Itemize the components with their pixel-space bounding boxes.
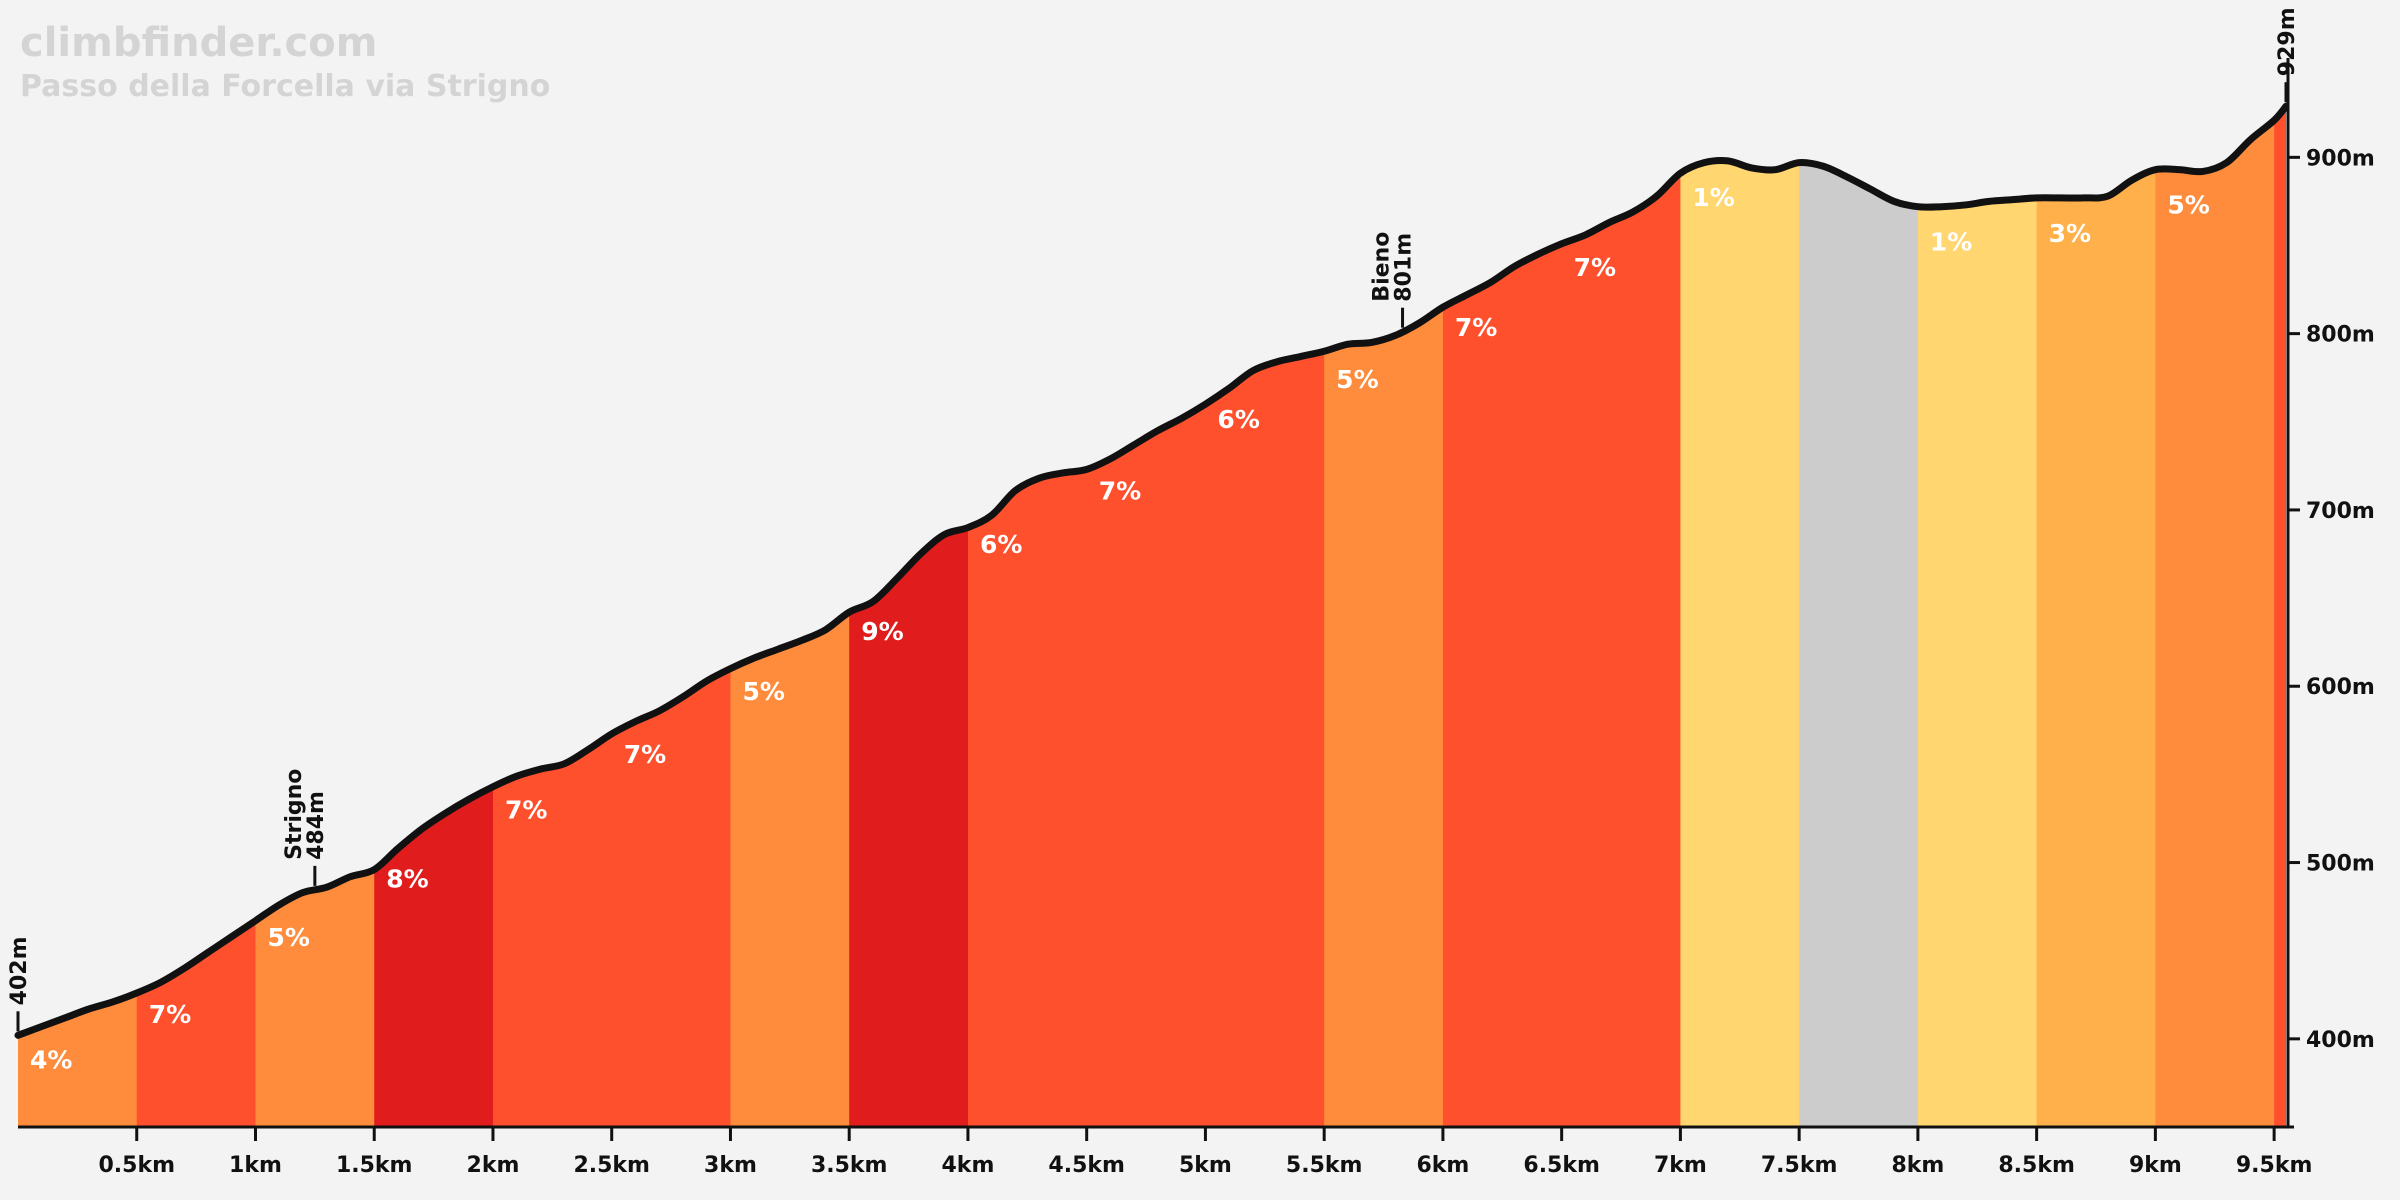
- grade-label: 8%: [386, 865, 428, 894]
- y-tick-label: 700m: [2306, 499, 2375, 524]
- grade-segment: [1205, 106, 1325, 1127]
- y-tick-label: 500m: [2306, 852, 2375, 877]
- x-tick-label: 8.5km: [1998, 1153, 2075, 1178]
- climb-title: Passo della Forcella via Strigno: [20, 69, 550, 104]
- x-tick-label: 3.5km: [811, 1153, 888, 1178]
- grade-label: 5%: [267, 923, 309, 952]
- grade-segment: [136, 106, 257, 1127]
- grade-segment: [730, 106, 850, 1127]
- x-tick-label: 4.5km: [1048, 1153, 1125, 1178]
- grade-segments: [18, 106, 2286, 1127]
- grade-label: 6%: [980, 530, 1022, 559]
- grade-label: 7%: [1099, 476, 1141, 505]
- x-tick-label: 1km: [229, 1153, 282, 1178]
- x-tick-label: 6.5km: [1523, 1153, 1600, 1178]
- grade-label: 5%: [2167, 191, 2209, 220]
- x-tick-label: 3km: [704, 1153, 757, 1178]
- grade-label: 3%: [2049, 219, 2091, 248]
- grade-label: 1%: [1930, 227, 1972, 256]
- grade-segment: [2155, 106, 2275, 1127]
- waypoint-elevation: 929m: [2275, 7, 2300, 76]
- brand-site: climbfinder.com: [20, 20, 377, 66]
- y-tick-label: 600m: [2306, 675, 2375, 700]
- grade-labels: 4% 7% 5% 8% 7% 7% 5% 9% 6% 7% 6% 5% 7% 7% 1% 1% 3% 5%: [30, 183, 2210, 1074]
- x-tick-label: 5km: [1179, 1153, 1232, 1178]
- x-tick-label: 2km: [467, 1153, 520, 1178]
- x-tick-label: 7km: [1654, 1153, 1707, 1178]
- y-tick-label: 400m: [2306, 1028, 2375, 1053]
- waypoint-label: 929m: [2275, 7, 2300, 76]
- x-tick-label: 2.5km: [573, 1153, 650, 1178]
- elevation-profile-line: [14, 102, 2290, 1039]
- grade-segment: [1324, 106, 1444, 1127]
- x-tick-label: 1.5km: [336, 1153, 413, 1178]
- x-tick-label: 5.5km: [1286, 1153, 1363, 1178]
- waypoint-elevation: 402m: [7, 936, 32, 1005]
- x-tick-label: 9.5km: [2236, 1153, 2313, 1178]
- waypoint-name: Bieno: [1370, 232, 1395, 302]
- grade-segment: [374, 106, 494, 1127]
- grade-label: 7%: [624, 740, 666, 769]
- x-tick-label: 0.5km: [98, 1153, 175, 1178]
- grade-segment: [1086, 106, 1207, 1127]
- waypoint-name: Strigno: [282, 769, 307, 860]
- grade-segment: [2036, 106, 2156, 1127]
- grade-label: 9%: [861, 617, 903, 646]
- grade-segment: [611, 106, 732, 1127]
- grade-segment: [2274, 106, 2286, 1127]
- grade-label: 7%: [1574, 253, 1616, 282]
- grade-segment: [18, 106, 138, 1127]
- grade-label: 6%: [1217, 405, 1259, 434]
- grade-label: 7%: [149, 1000, 191, 1029]
- grade-segment: [492, 106, 613, 1127]
- waypoint-label: 402m: [7, 936, 32, 1005]
- grade-label: 5%: [1336, 365, 1378, 394]
- grade-segment: [849, 106, 969, 1127]
- y-axis: 400m 500m 600m 700m 800m 900m: [2286, 58, 2375, 1127]
- grade-label: 1%: [1692, 183, 1734, 212]
- grade-label: 7%: [1455, 313, 1497, 342]
- grade-segment: [967, 106, 1088, 1127]
- grade-label: 7%: [505, 795, 547, 824]
- x-tick-label: 6km: [1416, 1153, 1469, 1178]
- grade-label: 5%: [742, 677, 784, 706]
- grade-segment: [255, 106, 375, 1127]
- y-tick-label: 900m: [2306, 146, 2375, 171]
- x-tick-label: 8km: [1891, 1153, 1944, 1178]
- y-tick-label: 800m: [2306, 323, 2375, 348]
- grade-segment: [1799, 106, 1919, 1127]
- x-axis: 0.5km 1km 1.5km 2km 2.5km 3km 3.5km 4km 4.5km 5km…: [18, 1125, 2313, 1178]
- grade-segment: [1680, 106, 1800, 1127]
- x-tick-label: 9km: [2129, 1153, 2182, 1178]
- grade-segment: [1442, 106, 1563, 1127]
- grade-label: 4%: [30, 1045, 72, 1074]
- x-tick-label: 4km: [942, 1153, 995, 1178]
- grade-segment: [1917, 106, 2038, 1127]
- grade-segment: [1561, 106, 1682, 1127]
- waypoint-elevation: 801m: [1392, 233, 1417, 302]
- x-tick-label: 7.5km: [1761, 1153, 1838, 1178]
- waypoint-elevation: 484m: [304, 791, 329, 860]
